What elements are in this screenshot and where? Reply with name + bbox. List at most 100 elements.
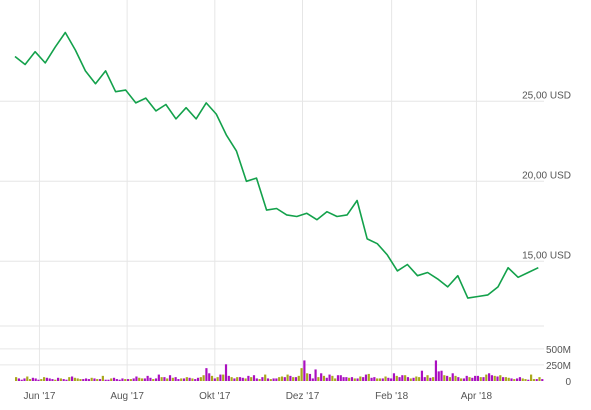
volume-bar — [390, 378, 393, 381]
volume-bar — [132, 378, 135, 381]
volume-bar — [180, 378, 183, 381]
volume-bar — [359, 376, 362, 381]
volume-bar — [460, 378, 463, 381]
volume-bar — [118, 379, 121, 381]
volume-bar — [415, 376, 418, 381]
volume-bar — [59, 378, 62, 381]
volume-bar — [199, 377, 202, 381]
volume-bar — [210, 375, 214, 381]
volume-bar — [48, 378, 51, 381]
volume-bar — [138, 377, 141, 381]
volume-bar — [247, 375, 250, 381]
y-tick-label: 25,00 USD — [522, 90, 571, 101]
volume-bar — [82, 379, 85, 381]
volume-tick-label: 500M — [546, 345, 571, 356]
volume-bar — [474, 375, 477, 381]
volume-bar — [135, 376, 138, 381]
volume-bar — [482, 377, 485, 381]
volume-bar — [45, 377, 48, 381]
date-axis-labels: Jun '17 Aug '17 Okt '17 Dez '17 Feb '18 Apr '… — [23, 391, 492, 402]
volume-bar — [429, 377, 432, 381]
volume-bar — [404, 375, 407, 381]
volume-bar — [34, 378, 37, 381]
volume-bar — [308, 373, 312, 381]
volume-bar — [177, 379, 180, 381]
volume-bar — [350, 377, 354, 381]
volume-bar — [406, 377, 410, 381]
volume-bar — [269, 379, 272, 381]
volume-bar — [409, 378, 412, 381]
volume-bar — [510, 378, 513, 381]
volume-bar — [454, 375, 457, 381]
volume-bar — [289, 375, 292, 381]
volume-bar — [527, 379, 530, 381]
volume-bar — [353, 378, 356, 381]
volume-bar — [129, 379, 132, 381]
volume-bar — [280, 376, 284, 381]
volume-bar — [392, 373, 396, 381]
volume-bar — [70, 376, 74, 381]
volume-bar — [157, 374, 160, 381]
volume-bar — [250, 377, 253, 381]
volume-bar — [331, 375, 334, 381]
volume-bar — [222, 374, 225, 381]
volume-bar — [56, 377, 60, 381]
volume-bar — [471, 377, 474, 381]
volume-bar — [479, 377, 482, 381]
volume-bar — [356, 378, 359, 381]
volume-bar — [518, 377, 521, 381]
volume-bar — [490, 375, 493, 381]
volume-bar — [255, 378, 258, 381]
volume-bar — [348, 377, 351, 381]
volume-bar — [286, 374, 289, 381]
volume-bar — [418, 377, 421, 381]
volume-bar — [322, 375, 326, 381]
volume-bar — [443, 375, 446, 381]
volume-bar — [101, 375, 104, 381]
volume-bar — [62, 379, 65, 381]
volume-bar — [23, 378, 26, 381]
volume-bar — [185, 377, 188, 381]
volume-bar — [194, 379, 197, 381]
x-tick-label: Okt '17 — [199, 391, 231, 402]
volume-bar — [79, 379, 82, 381]
volume-bar — [252, 375, 256, 381]
volume-bar — [336, 375, 340, 381]
volume-bar — [440, 370, 443, 381]
volume-bar — [31, 377, 34, 381]
volume-bar — [152, 379, 155, 381]
y-tick-label: 20,00 USD — [522, 170, 571, 181]
volume-bar — [68, 377, 71, 381]
volume-bar — [146, 375, 149, 381]
volume-bar — [272, 378, 275, 381]
volume-bar — [342, 377, 345, 381]
volume-bar — [306, 373, 309, 381]
volume-bar — [297, 375, 300, 381]
volume-bar — [149, 377, 152, 381]
volume-bar — [398, 377, 401, 381]
volume-bar — [98, 379, 102, 381]
volume-bar — [283, 377, 286, 381]
volume-tick-label: 0 — [565, 377, 571, 388]
volume-bar — [504, 377, 507, 381]
volume-bar — [104, 379, 107, 381]
volume-bar — [76, 378, 79, 381]
volume-bar — [426, 375, 429, 381]
volume-bar — [26, 376, 29, 381]
volume-bar — [40, 379, 43, 381]
volume-bar — [384, 376, 387, 381]
volume-bar — [208, 373, 211, 381]
volume-bar — [236, 377, 239, 381]
volume-bar — [521, 378, 524, 381]
volume-bar — [244, 378, 247, 381]
x-tick-label: Jun '17 — [23, 391, 55, 402]
volume-bar — [292, 377, 295, 381]
volume-bar — [311, 378, 314, 381]
volume-bar — [476, 375, 480, 381]
volume-bar — [230, 377, 233, 381]
volume-bar — [362, 377, 365, 381]
volume-bar — [112, 377, 116, 381]
volume-bar — [465, 375, 468, 381]
volume-bar — [499, 375, 502, 381]
volume-bar — [423, 377, 426, 381]
